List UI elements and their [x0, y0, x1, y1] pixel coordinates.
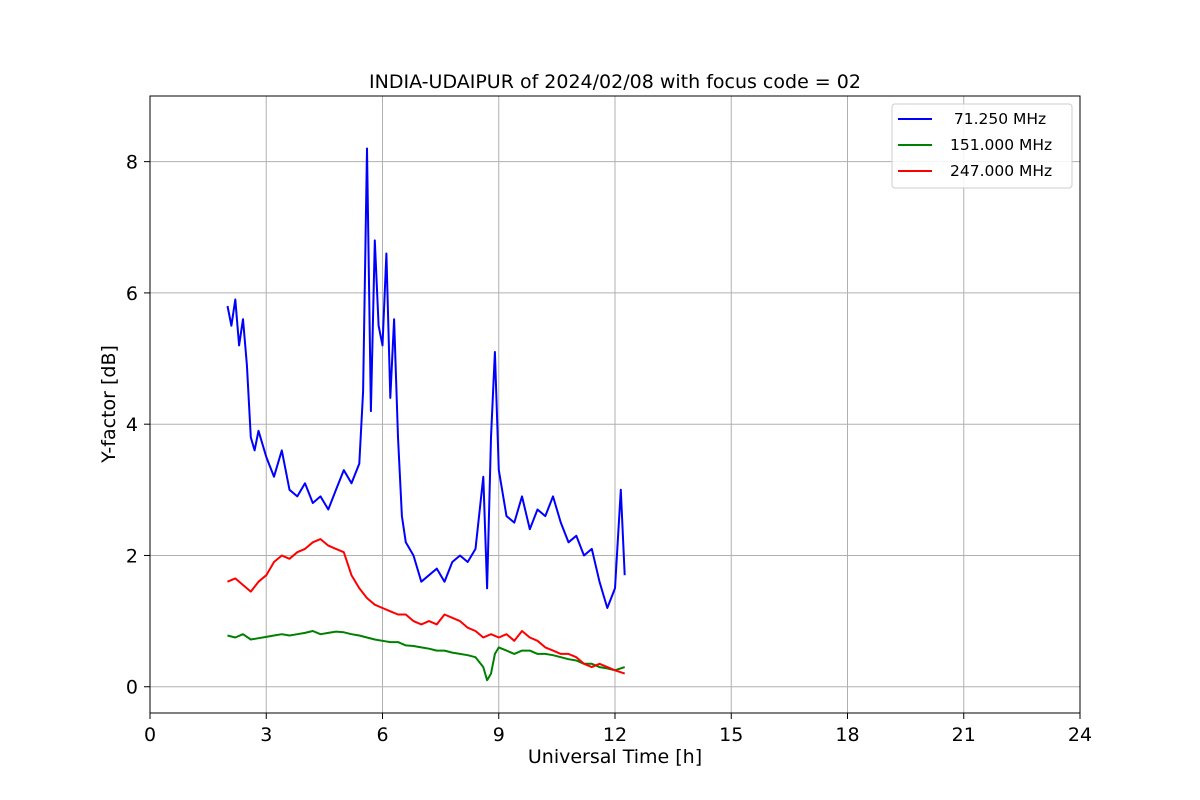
x-tick-label: 15	[719, 724, 743, 746]
y-axis-label: Y-factor [dB]	[98, 345, 120, 464]
legend-box	[891, 103, 1073, 189]
x-tick-label: 24	[1068, 724, 1092, 746]
x-tick-label: 12	[603, 724, 627, 746]
x-tick-label: 18	[835, 724, 859, 746]
x-tick-label: 21	[952, 724, 976, 746]
x-tick-label: 9	[493, 724, 505, 746]
legend-label-71mhz: 71.250 MHz	[944, 110, 1046, 128]
y-tick-label: 4	[126, 414, 138, 436]
x-tick-label: 0	[144, 724, 156, 746]
series-line-151mhz	[227, 630, 626, 682]
legend: 71.250 MHz 151.000 MHz 247.000 MHz	[891, 103, 1073, 189]
x-tick-label: 3	[260, 724, 272, 746]
chart-title: INDIA-UDAIPUR of 2024/02/08 with focus c…	[369, 71, 861, 93]
x-axis-label: Universal Time [h]	[528, 746, 702, 768]
series-line-71mhz	[226, 147, 626, 609]
x-axis-ticks: 0 3 6 9 12 15 18 21 24	[144, 713, 1092, 746]
y-tick-label: 0	[126, 677, 138, 699]
legend-label-151mhz: 151.000 MHz	[950, 136, 1052, 154]
y-tick-label: 6	[126, 283, 138, 305]
series-line-247mhz	[227, 538, 626, 675]
x-tick-label: 6	[376, 724, 388, 746]
series-layer	[226, 147, 626, 682]
legend-label-247mhz: 247.000 MHz	[950, 162, 1052, 180]
y-tick-label: 2	[126, 545, 138, 567]
y-axis-ticks: 0 2 4 6 8	[126, 152, 150, 699]
y-tick-label: 8	[126, 152, 138, 174]
